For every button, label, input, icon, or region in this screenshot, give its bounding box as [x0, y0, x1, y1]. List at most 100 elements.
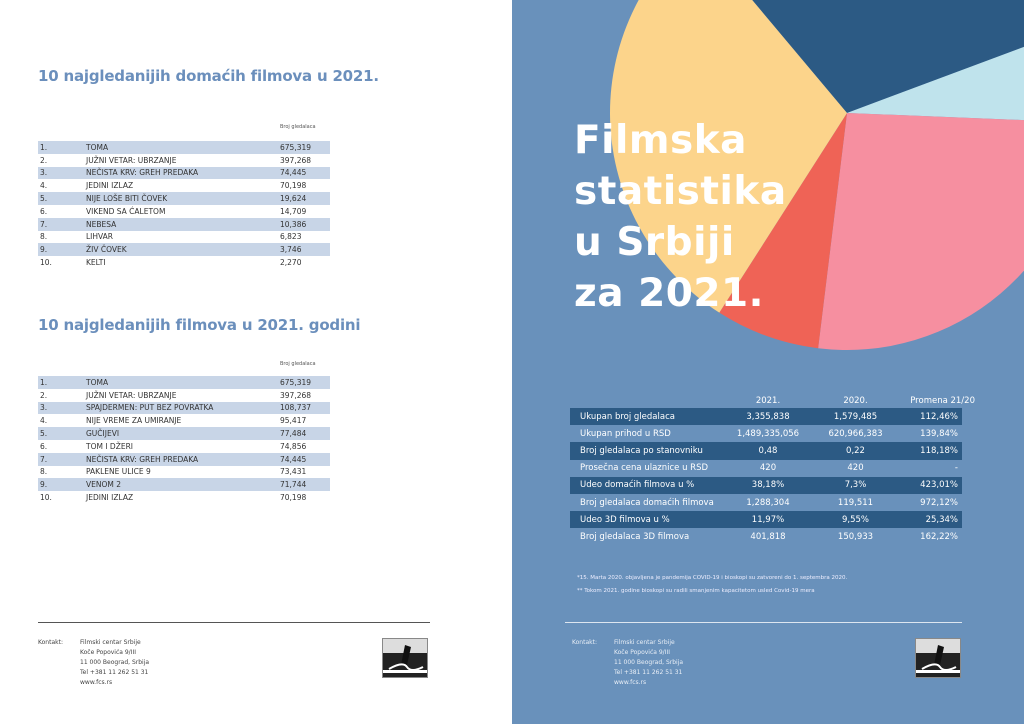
contact-address: Filmski centar Srbije Koče Popovića 9/III… — [80, 638, 149, 688]
metric-label: Broj gledalaca po stanovniku — [580, 445, 703, 456]
stats-header: 2021. 2020. Promena 21/20 — [570, 394, 975, 408]
table-row: 3. NEČISTA KRV: GREH PREDAKA 74,445 — [38, 166, 330, 180]
table-row: 7. NEBESA 10,386 — [38, 217, 330, 231]
footnote: *15. Marta 2020. objavljena je pandemija… — [577, 575, 848, 581]
value-2020: 119,511 — [837, 497, 874, 508]
header-change: Promena 21/20 — [910, 396, 975, 406]
change: 112,46% — [920, 411, 958, 422]
change: 25,34% — [925, 514, 958, 525]
film-title: SPAJDERMEN: PUT BEZ POVRATKA — [86, 403, 214, 413]
metric-label: Prosečna cena ulaznice u RSD — [580, 463, 709, 474]
decorative-pie-graphic — [610, 0, 1024, 350]
value-2021: 1,489,335,056 — [736, 428, 800, 439]
viewers: 77,484 — [280, 429, 307, 439]
rank: 9. — [40, 480, 48, 490]
value-2021: 11,97% — [751, 514, 785, 525]
rank: 8. — [40, 232, 48, 242]
viewers: 397,268 — [280, 155, 312, 165]
footnote: ** Tokom 2021. godine bioskopi su radili… — [577, 588, 815, 594]
film-title: PAKLENE ULICE 9 — [86, 467, 151, 477]
stats-row: Ukupan broj gledalaca 3,355,838 1,579,485 1… — [570, 408, 962, 426]
header-2020: 2020. — [843, 396, 868, 406]
table-row: 4. JEDINI IZLAZ 70,198 — [38, 179, 330, 192]
viewers: 19,624 — [280, 194, 307, 204]
table-row: 8. PAKLENE ULICE 9 73,431 — [38, 466, 330, 479]
film-title: JUŽNI VETAR: UBRZANJE — [86, 155, 177, 165]
film-title: TOMA — [86, 377, 109, 387]
film-title: JUŽNI VETAR: UBRZANJE — [86, 390, 177, 400]
rank: 9. — [40, 245, 48, 255]
rank: 7. — [40, 219, 48, 229]
rank: 2. — [40, 155, 48, 165]
value-2021: 0,48 — [758, 445, 778, 456]
rank: 8. — [40, 467, 48, 477]
rank: 10. — [40, 258, 52, 268]
table-row: 9. VENOM 2 71,744 — [38, 478, 330, 492]
metric-label: Ukupan prihod u RSD — [580, 428, 671, 439]
contact-line: Koče Popovića 9/III — [80, 649, 137, 656]
film-title: NIJE VREME ZA UMIRANJE — [86, 416, 182, 426]
table-row: 3. SPAJDERMEN: PUT BEZ POVRATKA 108,737 — [38, 401, 330, 415]
dark-blue-slice — [752, 0, 1024, 113]
contact-line: Tel +381 11 262 51 31 — [80, 669, 149, 676]
viewers: 675,319 — [280, 377, 312, 387]
rank: 10. — [40, 493, 52, 503]
header-2021: 2021. — [755, 396, 781, 406]
film-title: JEDINI IZLAZ — [86, 493, 134, 503]
domestic-column-header: Broj gledalaca — [280, 124, 316, 130]
metric-label: Udeo 3D filmova u % — [580, 514, 670, 525]
stats-row: Broj gledalaca 3D filmova 401,818 150,933 1… — [570, 528, 975, 545]
rank: 1. — [40, 377, 48, 387]
divider — [565, 622, 962, 623]
metric-label: Ukupan broj gledalaca — [580, 411, 675, 422]
viewers: 70,198 — [280, 493, 307, 503]
viewers: 10,386 — [280, 219, 307, 229]
rank: 7. — [40, 454, 48, 464]
viewers: 3,746 — [280, 245, 302, 255]
contact-line: Tel +381 11 262 51 31 — [614, 669, 683, 676]
viewers: 74,445 — [280, 168, 307, 178]
title-line: Filmska — [574, 118, 747, 163]
value-2020: 9,55% — [841, 514, 869, 525]
all-column-header: Broj gledalaca — [280, 361, 316, 367]
metric-label: Broj gledalaca domaćih filmova — [580, 497, 714, 508]
table-row: 8. LIHVAR 6,823 — [38, 231, 330, 244]
value-2021: 3,355,838 — [746, 411, 790, 422]
table-row: 6. TOM I DŽERI 74,856 — [38, 440, 330, 453]
viewers: 397,268 — [280, 390, 312, 400]
value-2021: 38,18% — [751, 480, 785, 491]
table-row: 1. TOMA 675,319 — [38, 376, 330, 389]
contact-address: Filmski centar Srbije Koče Popovića 9/III… — [614, 638, 683, 688]
fcs-logo — [382, 638, 428, 678]
value-2020: 420 — [847, 463, 864, 474]
domestic-films-table: 1. TOMA 675,319 2. JUŽNI VETAR: UBRZANJE 397,… — [38, 141, 330, 269]
change: 423,01% — [920, 480, 958, 491]
title-line: za 2021. — [574, 271, 764, 316]
table-row: 2. JUŽNI VETAR: UBRZANJE 397,268 — [38, 154, 330, 167]
change: 972,12% — [920, 497, 958, 508]
viewers: 74,445 — [280, 454, 307, 464]
change: 118,18% — [920, 445, 958, 456]
contact-line: www.fcs.rs — [614, 679, 647, 686]
film-title: NEBESA — [86, 219, 117, 229]
change: - — [954, 463, 958, 474]
rank: 5. — [40, 429, 48, 439]
table-row: 1. TOMA 675,319 — [38, 141, 330, 154]
change: 162,22% — [920, 531, 958, 542]
contact-line: Filmski centar Srbije — [614, 639, 675, 646]
rank: 2. — [40, 390, 48, 400]
yellow-slice — [610, 0, 847, 313]
stats-row: Broj gledalaca po stanovniku 0,48 0,22 118,… — [570, 442, 962, 460]
fcs-logo — [915, 638, 961, 678]
film-title: TOM I DŽERI — [86, 441, 134, 451]
domestic-films-title: 10 najgledanijih domaćih filmova u 2021. — [38, 67, 379, 85]
value-2020: 620,966,383 — [828, 428, 883, 439]
value-2021: 1,288,304 — [746, 497, 790, 508]
film-title: ŽIV ČOVEK — [86, 245, 127, 255]
rank: 4. — [40, 416, 48, 426]
stats-row: Broj gledalaca domaćih filmova 1,288,304 1… — [570, 494, 975, 511]
film-title: NEČISTA KRV: GREH PREDAKA — [86, 168, 199, 178]
viewers: 71,744 — [280, 480, 307, 490]
all-films-table: 1. TOMA 675,319 2. JUŽNI VETAR: UBRZANJE 397,… — [38, 376, 330, 504]
film-title: TOMA — [86, 142, 109, 152]
